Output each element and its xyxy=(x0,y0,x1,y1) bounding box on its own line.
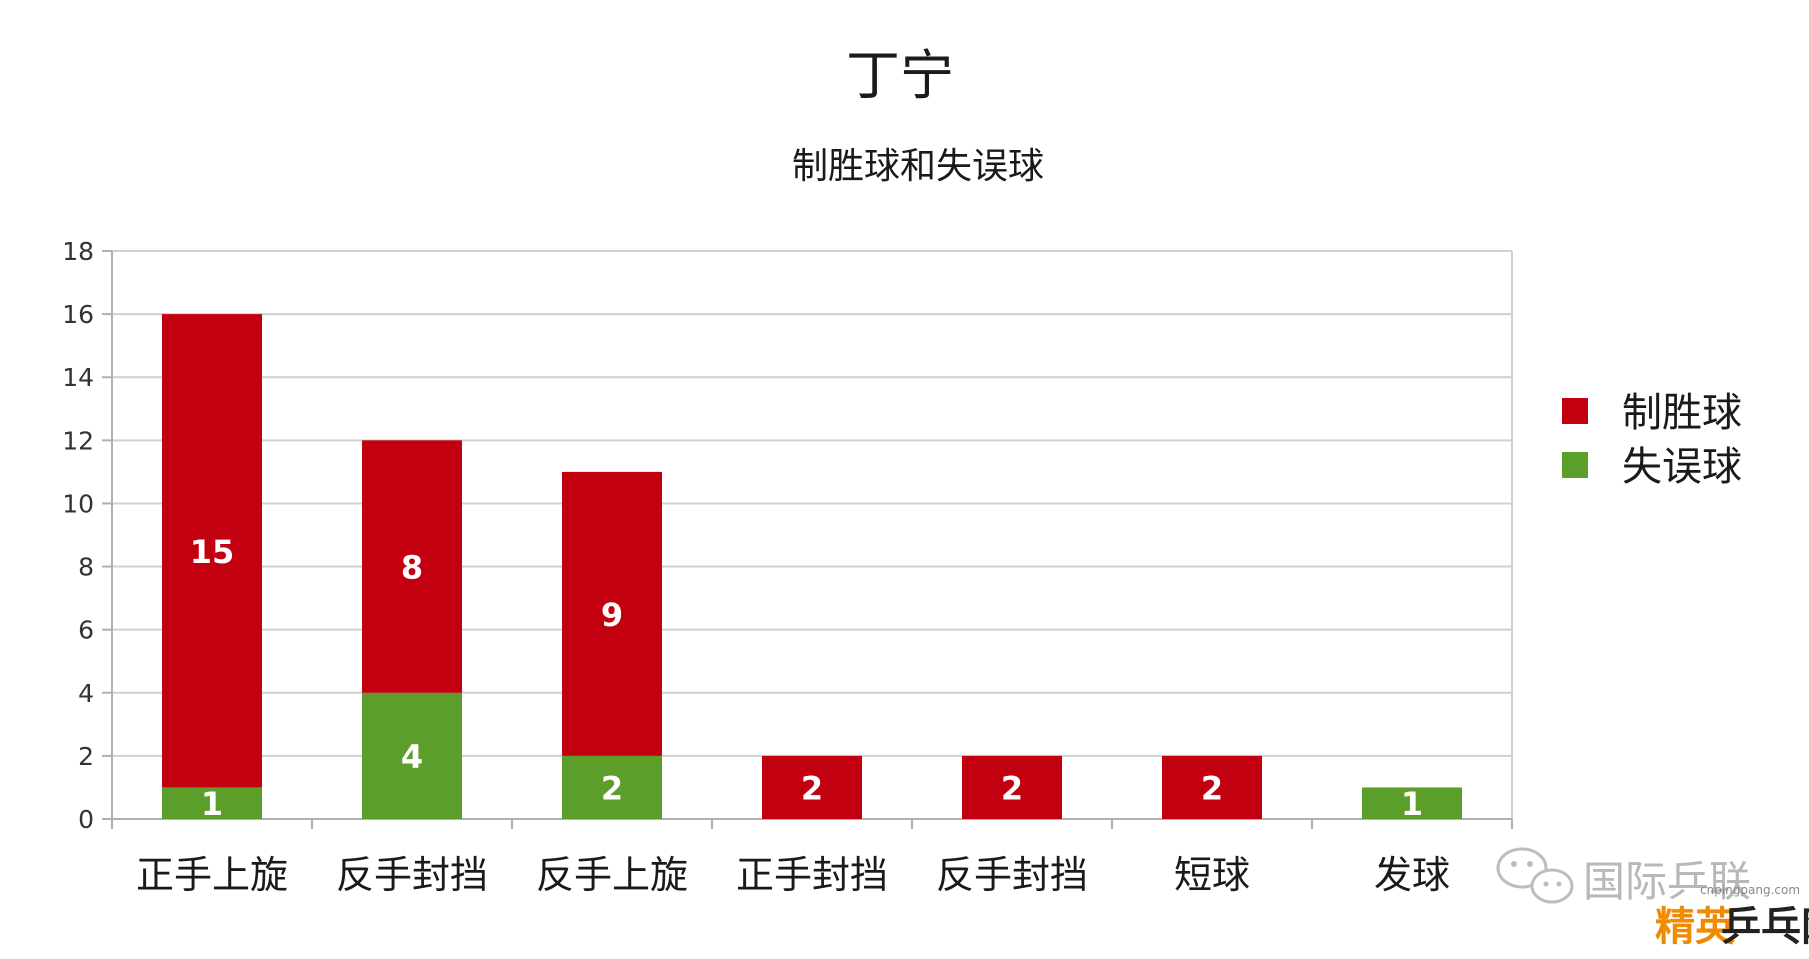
y-tick-label: 4 xyxy=(78,679,94,708)
bar-segment xyxy=(562,471,662,756)
x-tick-label: 正手封挡 xyxy=(736,853,888,897)
bar-segment xyxy=(1162,755,1262,819)
y-tick-label: 8 xyxy=(78,553,94,582)
y-tick-label: 6 xyxy=(78,616,94,645)
watermark: 国际乒联 cnpingpang.com 精英 乒乓网 xyxy=(1496,847,1809,950)
y-tick-label: 0 xyxy=(78,805,94,834)
bar-value-label: 2 xyxy=(1201,769,1223,807)
bar-value-label: 9 xyxy=(601,596,623,634)
bars: 1 15 4 8 2 9 2 2 2 1 xyxy=(162,314,1462,823)
legend-swatch xyxy=(1562,452,1588,478)
bar-value-label: 15 xyxy=(190,533,235,571)
grid-lines xyxy=(102,250,1513,829)
y-tick-label: 18 xyxy=(62,237,94,266)
y-axis-ticks: 0 2 4 6 8 10 12 14 16 18 xyxy=(62,237,94,834)
watermark-account: 国际乒联 xyxy=(1583,857,1751,906)
watermark-logo-left: 精英 xyxy=(1655,904,1736,950)
x-tick-label: 正手上旋 xyxy=(136,853,288,897)
watermark-logo-right: 乒乓网 xyxy=(1721,904,1809,950)
bar-segment xyxy=(562,755,662,819)
bar-segment xyxy=(362,692,462,819)
watermark-url: cnpingpang.com xyxy=(1700,883,1800,897)
x-axis-ticks: 正手上旋 反手封挡 反手上旋 正手封挡 反手封挡 短球 发球 xyxy=(136,853,1450,897)
bar-value-label: 1 xyxy=(1401,785,1423,823)
bar-segment xyxy=(962,755,1062,819)
y-tick-label: 12 xyxy=(62,426,94,455)
wechat-icon xyxy=(1496,847,1574,904)
y-tick-label: 14 xyxy=(62,363,94,392)
bar-value-label: 2 xyxy=(601,769,623,807)
bar-segment xyxy=(162,787,262,819)
y-tick-label: 16 xyxy=(62,300,94,329)
bar-value-label: 2 xyxy=(801,769,823,807)
bar-segment xyxy=(362,440,462,693)
legend-swatch xyxy=(1562,398,1588,424)
bar-value-label: 1 xyxy=(201,785,223,823)
bar-segment xyxy=(162,314,262,788)
bar-value-label: 8 xyxy=(401,549,423,587)
legend-label: 失误球 xyxy=(1622,444,1742,490)
chart-subtitle: 制胜球和失误球 xyxy=(792,146,1044,187)
bar-value-label: 4 xyxy=(401,738,423,776)
chart-title: 丁宁 xyxy=(846,44,954,107)
bar-value-label: 2 xyxy=(1001,769,1023,807)
x-tick-label: 反手封挡 xyxy=(936,853,1088,897)
legend-label: 制胜球 xyxy=(1622,390,1742,436)
bar-segment xyxy=(762,755,862,819)
y-tick-label: 2 xyxy=(78,742,94,771)
y-tick-label: 10 xyxy=(62,489,94,518)
x-tick-label: 发球 xyxy=(1374,853,1450,897)
bar-segment xyxy=(1362,787,1462,819)
x-tick-label: 反手封挡 xyxy=(336,853,488,897)
x-tick-label: 短球 xyxy=(1174,853,1250,897)
x-tick-label: 反手上旋 xyxy=(536,853,688,897)
